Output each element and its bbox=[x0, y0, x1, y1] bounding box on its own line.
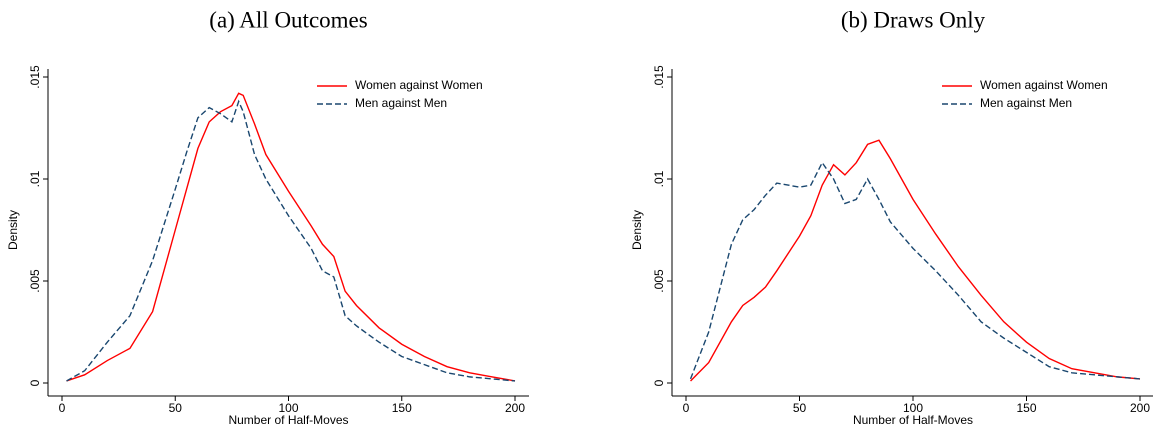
legend-label: Men against Men bbox=[355, 96, 447, 110]
y-tick-label: .015 bbox=[28, 65, 42, 89]
x-tick-label: 200 bbox=[1130, 401, 1150, 415]
legend-label: Women against Women bbox=[355, 78, 483, 92]
series-line bbox=[689, 161, 1141, 380]
x-tick-label: 0 bbox=[59, 401, 66, 415]
x-tick-label: 100 bbox=[278, 401, 298, 415]
panel-title: (b) Draws Only bbox=[841, 7, 986, 32]
series-line bbox=[690, 139, 1141, 382]
series-line bbox=[66, 92, 516, 382]
y-axis-label: Density bbox=[6, 210, 20, 250]
y-tick-label: .005 bbox=[652, 269, 666, 293]
legend-label: Men against Men bbox=[980, 96, 1072, 110]
y-tick-label: .015 bbox=[652, 65, 666, 89]
y-tick-label: 0 bbox=[652, 379, 666, 386]
y-tick-label: .005 bbox=[28, 269, 42, 293]
x-tick-label: 50 bbox=[169, 401, 183, 415]
y-tick-label: 0 bbox=[28, 379, 42, 386]
panel-title: (a) All Outcomes bbox=[209, 7, 367, 32]
x-tick-label: 200 bbox=[505, 401, 525, 415]
y-axis-label: Density bbox=[630, 210, 644, 250]
x-tick-label: 100 bbox=[903, 401, 923, 415]
x-tick-label: 0 bbox=[683, 401, 690, 415]
x-tick-label: 150 bbox=[1016, 401, 1036, 415]
legend-label: Women against Women bbox=[980, 78, 1108, 92]
x-axis-label: Number of Half-Moves bbox=[853, 413, 973, 427]
x-axis-label: Number of Half-Moves bbox=[228, 413, 348, 427]
series-line bbox=[66, 99, 516, 382]
y-tick-label: .01 bbox=[652, 170, 666, 187]
x-tick-label: 150 bbox=[392, 401, 412, 415]
legend-box bbox=[931, 74, 1141, 118]
x-tick-label: 50 bbox=[793, 401, 807, 415]
legend-box bbox=[306, 74, 516, 118]
y-tick-label: .01 bbox=[28, 170, 42, 187]
